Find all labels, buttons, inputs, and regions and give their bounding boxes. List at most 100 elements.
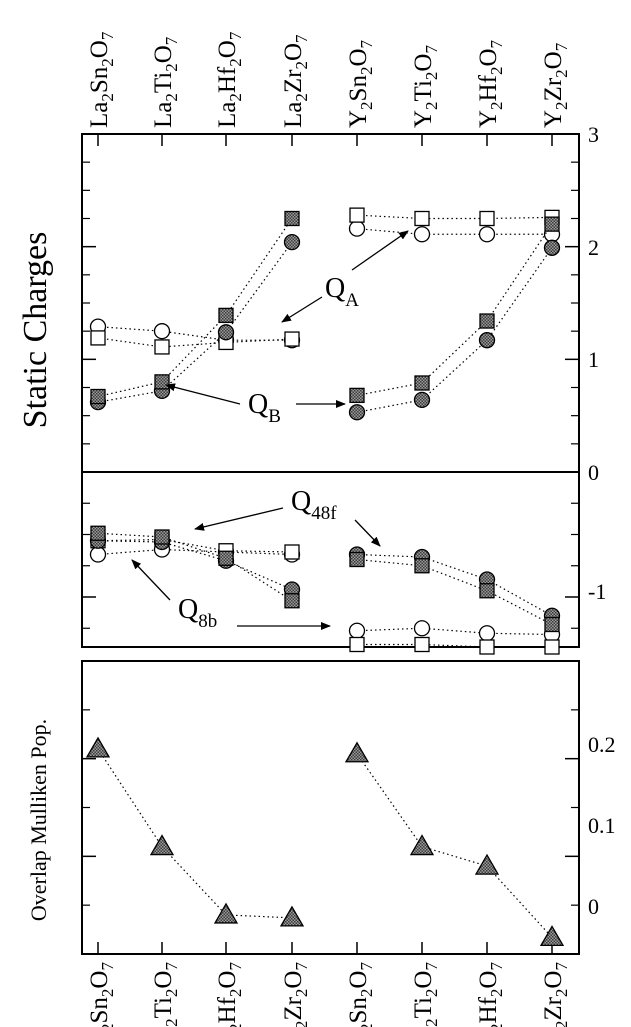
open-circle-marker [89, 546, 107, 563]
filled-square-marker [479, 313, 495, 329]
series-dotted-line [356, 247, 553, 413]
series-dotted-line [356, 228, 552, 235]
filled-square-marker [218, 550, 234, 566]
series-dotted-line [97, 538, 293, 553]
open-square-marker [414, 210, 430, 227]
filled-circle-marker [478, 332, 496, 349]
open-circle-marker [413, 620, 431, 637]
triangle-marker [279, 905, 305, 927]
series-dotted-line [356, 214, 553, 220]
tick-label-top-2: 2 [588, 235, 599, 260]
compound-label-top: Y2Sn2O7 [345, 39, 376, 128]
filled-circle-marker [413, 391, 431, 409]
open-circle-marker [413, 226, 431, 243]
triangle-marker [474, 853, 500, 875]
compound-labels: La2Sn2O7 La2Sn2O7 La2Ti2O7 La2Ti2O7 La2Hf2O7… [86, 31, 571, 1027]
compound-label-bottom: La2Sn2O7 [86, 962, 117, 1027]
triangle-marker [539, 925, 565, 947]
open-square-marker [414, 636, 430, 653]
series-dotted-line [356, 553, 553, 617]
data-series-layer [85, 207, 565, 947]
series-dotted-line [97, 532, 293, 602]
compound-label-bottom: La2Hf2O7 [214, 962, 245, 1027]
filled-square-marker [414, 558, 430, 574]
compound-label-top: Y2Hf2O7 [475, 39, 506, 128]
filled-square-marker [414, 375, 430, 391]
compound-label-top: La2Hf2O7 [214, 31, 245, 128]
label-q48f: Q48f [291, 486, 337, 524]
arrow-q48f-left [194, 507, 284, 531]
filled-square-marker [544, 216, 560, 232]
open-square-marker [154, 339, 170, 355]
series-dotted-line [357, 643, 552, 648]
compound-label-bottom: Y2Zr2O7 [540, 962, 571, 1027]
triangle-marker [409, 834, 435, 856]
arrow-qb-left [165, 383, 241, 405]
open-circle-marker [348, 220, 366, 237]
y-axis-label-static-charges: Static Charges [17, 232, 54, 429]
arrow-q8b-left [131, 559, 171, 601]
label-qb: QB [248, 389, 281, 427]
series-dotted-line [97, 548, 293, 556]
panel-2-series-0 [85, 736, 565, 947]
series-dotted-line [97, 218, 293, 398]
filled-square-marker [349, 551, 365, 568]
filled-circle-marker [283, 234, 301, 251]
open-square-marker [479, 639, 495, 655]
compound-label-top: La2Zr2O7 [280, 34, 311, 128]
open-square-marker [544, 639, 560, 655]
tick-label-mid-neg1: -1 [588, 579, 606, 604]
filled-square-marker [544, 616, 560, 633]
series-dotted-line [97, 748, 293, 919]
open-circle-marker [478, 226, 496, 243]
compound-label-top: Y2Ti2O7 [410, 45, 441, 128]
compound-label-bottom: Y2Ti2O7 [410, 962, 441, 1027]
series-dotted-line [356, 753, 553, 938]
y-axis-label-overlap: Overlap Mulliken Pop. [26, 719, 51, 921]
compound-label-top: La2Sn2O7 [86, 31, 117, 128]
panel-1-series-2 [89, 532, 561, 624]
label-qa: QA [325, 273, 359, 311]
filled-square-marker [479, 583, 495, 599]
filled-circle-marker [543, 239, 561, 256]
middle-panel-frame [81, 471, 580, 648]
series-dotted-line [356, 627, 553, 636]
open-circle-marker [478, 625, 496, 642]
tick-label-top-3: 3 [588, 122, 599, 147]
open-square-marker [349, 636, 365, 653]
annotation-arrows [131, 230, 409, 630]
tick-label-bottom-0.2: 0.2 [588, 732, 616, 757]
filled-circle-marker [348, 404, 366, 421]
filled-square-marker [90, 525, 106, 541]
label-q8b: Q8b [178, 594, 217, 632]
filled-square-marker [284, 593, 300, 609]
compound-label-bottom: La2Ti2O7 [150, 962, 181, 1027]
triangle-marker [85, 736, 111, 758]
tick-label-bottom-0: 0 [588, 894, 599, 919]
series-dotted-line [97, 540, 293, 591]
filled-square-marker [90, 388, 106, 405]
open-square-marker [284, 544, 300, 560]
tick-label-top-1: 1 [588, 347, 599, 372]
arrow-q48f-right [354, 519, 381, 547]
arrow-qa-upper [351, 230, 409, 271]
open-square-marker [349, 207, 365, 223]
series-dotted-line [356, 558, 553, 626]
open-circle-marker [348, 622, 366, 639]
series-dotted-line [97, 337, 293, 348]
triangle-marker [149, 834, 175, 856]
series-dotted-line [97, 326, 292, 341]
panel-1-series-3 [90, 525, 560, 633]
compound-label-bottom: Y2Sn2O7 [345, 962, 376, 1027]
triangle-marker [344, 741, 370, 763]
compound-label-bottom: La2Zr2O7 [280, 962, 311, 1027]
filled-circle-marker [217, 324, 235, 341]
filled-square-marker [349, 387, 365, 404]
filled-square-marker [154, 529, 170, 545]
triangle-marker [213, 902, 239, 924]
arrow-qa-lower [281, 296, 323, 323]
open-square-marker [90, 330, 106, 346]
open-square-marker [284, 331, 300, 347]
annotation-labels: QA QB Q48f Q8b [178, 273, 359, 632]
